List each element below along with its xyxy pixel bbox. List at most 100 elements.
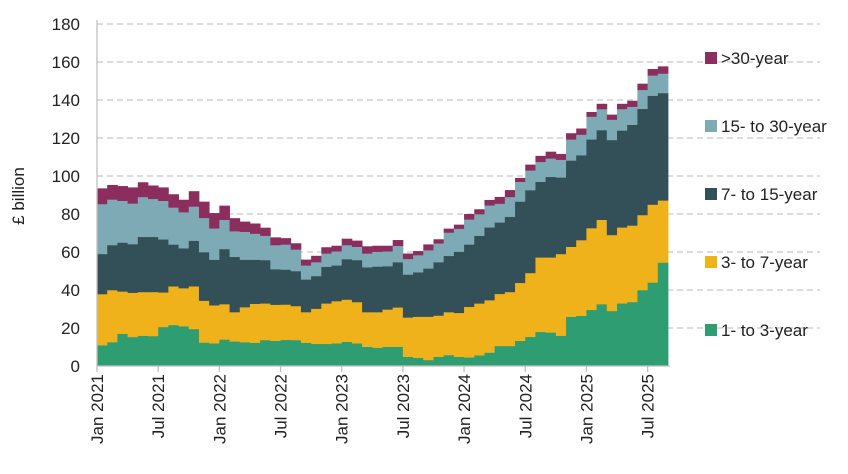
bar-segment-0 (137, 335, 149, 367)
bar-segment-0 (331, 343, 343, 367)
x-tick-label: Jul 2024 (516, 374, 535, 438)
bar-segment-2 (362, 267, 373, 313)
bar-segment-2 (209, 259, 220, 306)
bar-segment-3 (249, 233, 261, 260)
bar-segment-2 (158, 239, 169, 293)
bar-segment-4 (586, 111, 598, 117)
bar-segment-1 (566, 246, 577, 317)
bar-segment-0 (464, 357, 475, 367)
bar-segment-1 (464, 306, 475, 358)
y-tick-label: 120 (52, 129, 80, 148)
bar-segment-0 (535, 331, 547, 367)
bar-segment-1 (515, 282, 526, 342)
bar-segment-2 (137, 236, 149, 293)
bar-segment-0 (413, 357, 424, 367)
bar-segment-3 (525, 170, 536, 191)
bar-segment-3 (596, 108, 608, 131)
bar-segment-1 (504, 291, 516, 347)
bar-segment-1 (555, 253, 567, 336)
bar-segment-2 (372, 266, 383, 313)
bar-segment-0 (178, 326, 190, 367)
bar-segment-3 (494, 203, 506, 223)
bar-segment-4 (657, 66, 669, 74)
bar-segment-2 (525, 190, 536, 274)
y-tick-label: 60 (61, 243, 80, 262)
x-tick-label: Jul 2023 (394, 374, 413, 438)
x-tick-label: Jan 2021 (88, 374, 107, 444)
bar-segment-4 (198, 201, 210, 219)
bar-segment-1 (178, 288, 190, 327)
bar-segment-2 (117, 242, 128, 292)
bar-segment-1 (209, 305, 220, 344)
bar-segment-1 (576, 240, 587, 316)
bar-segment-3 (209, 228, 220, 260)
bar-segment-0 (290, 339, 302, 367)
bar-segment-0 (392, 346, 404, 367)
bar-segment-3 (178, 212, 190, 249)
bar-segment-1 (372, 312, 383, 348)
y-tick-label: 140 (52, 91, 80, 110)
bar-segment-0 (168, 324, 179, 367)
bar-segment-2 (423, 268, 434, 317)
bar-segment-2 (484, 227, 496, 301)
bar-segment-0 (402, 356, 414, 367)
bar-segment-1 (107, 290, 118, 343)
y-tick-label: 40 (61, 281, 80, 300)
bar-segment-1 (382, 309, 394, 347)
bar-segment-3 (117, 200, 128, 243)
bar-segment-3 (443, 232, 455, 257)
bar-segment-4 (300, 259, 312, 266)
bar-segment-3 (372, 251, 383, 267)
bar-segment-1 (280, 304, 292, 341)
bar-segment-3 (382, 251, 394, 267)
legend-swatch (705, 324, 717, 336)
bar-segment-1 (188, 286, 200, 330)
bar-segment-3 (484, 205, 496, 228)
bar-segment-3 (433, 243, 445, 263)
bar-segment-4 (168, 194, 179, 208)
y-tick-label: 160 (52, 53, 80, 72)
bar-segment-2 (576, 155, 587, 241)
bar-segment-3 (453, 228, 465, 252)
bar-segment-3 (311, 262, 322, 277)
bar-segment-2 (290, 271, 302, 307)
bar-segment-1 (423, 316, 434, 361)
bar-segment-4 (331, 245, 343, 252)
bar-segment-0 (637, 290, 649, 367)
bar-segment-3 (168, 207, 179, 245)
bar-segment-0 (494, 345, 506, 367)
bar-segment-1 (97, 293, 108, 346)
bar-segment-0 (341, 341, 353, 367)
bar-segment-4 (362, 246, 373, 254)
y-axis-label: £ billion (9, 167, 28, 225)
bar-segment-1 (627, 225, 638, 303)
bar-segment-2 (198, 252, 210, 301)
bar-segment-2 (127, 244, 139, 293)
y-tick-label: 0 (71, 357, 80, 376)
bar-segment-2 (535, 181, 547, 258)
bar-segment-1 (545, 257, 557, 333)
bar-segment-3 (423, 250, 434, 269)
bar-segment-0 (596, 304, 608, 367)
bar-segment-4 (504, 190, 516, 198)
bar-segment-2 (413, 272, 424, 317)
bar-segment-4 (627, 100, 638, 107)
bar-segment-3 (545, 158, 557, 178)
bar-segment-3 (239, 231, 251, 260)
bar-segment-1 (321, 303, 332, 345)
bar-segment-4 (392, 240, 404, 247)
bar-segment-1 (453, 312, 465, 357)
bar-segment-0 (219, 339, 230, 367)
bar-segment-4 (576, 128, 587, 135)
bar-segment-3 (97, 203, 108, 255)
bar-segment-2 (392, 262, 404, 308)
bar-segment-4 (566, 133, 577, 140)
bar-segment-2 (178, 248, 190, 289)
bar-segment-1 (606, 234, 618, 312)
bar-segment-3 (341, 244, 353, 260)
bar-segment-4 (260, 227, 271, 236)
bar-segment-2 (617, 130, 628, 228)
bar-segment-0 (443, 354, 455, 367)
bar-segment-4 (229, 218, 241, 232)
